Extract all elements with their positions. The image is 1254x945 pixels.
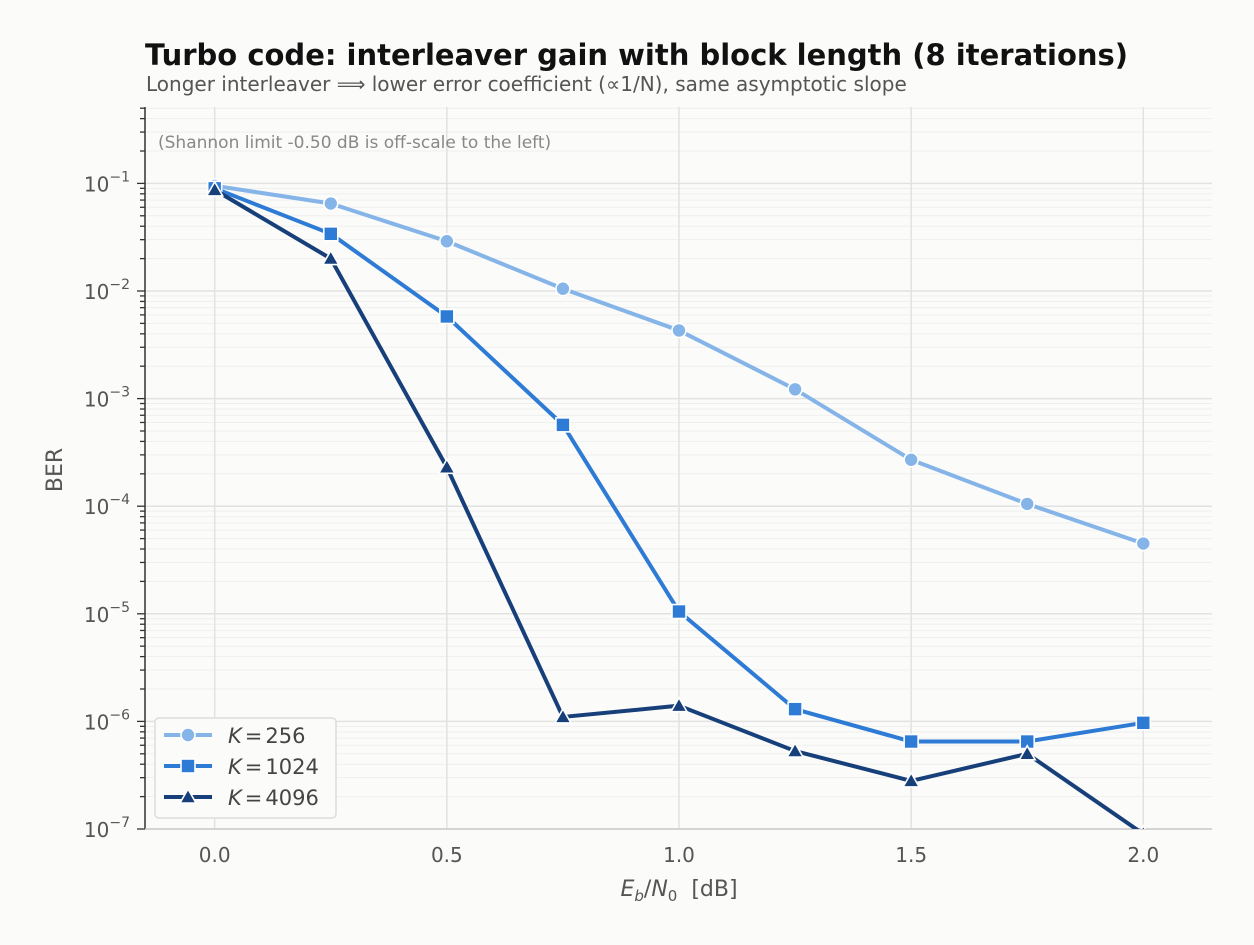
legend-item: K = 1024 [164, 755, 319, 779]
legend-item: K = 4096 [164, 786, 319, 810]
data-point-circle [555, 280, 571, 297]
chart-subtitle: Longer interleaver ⟹ lower error coeffic… [146, 72, 907, 96]
series-4096 [205, 180, 1146, 829]
data-point-square [322, 226, 339, 242]
chart-title: Turbo code: interleaver gain with block … [145, 38, 1128, 72]
data-point-square [787, 701, 803, 717]
y-tick-label: 10−5 [84, 600, 130, 627]
data-point-circle [671, 322, 687, 339]
data-point-triangle [785, 741, 805, 758]
plot-frame [144, 107, 1212, 830]
y-axis-ticks: 10−1 10−2 10−3 10−4 10−5 10−6 10−7 [84, 107, 145, 842]
data-point-square [180, 758, 196, 774]
y-tick-label: 10−1 [84, 169, 130, 196]
data-point-triangle [437, 457, 457, 475]
data-point-triangle [1140, 824, 1146, 829]
y-tick-label: 10−4 [84, 492, 130, 519]
y-tick-label: 10−3 [84, 385, 130, 412]
data-point-circle [1135, 535, 1152, 552]
legend-item: K = 256 [164, 724, 305, 748]
data-point-square [903, 733, 919, 750]
x-tick-label: 0.5 [431, 843, 463, 867]
data-point-circle [180, 727, 196, 743]
data-point-triangle [1017, 744, 1037, 761]
legend-label: K = 4096 [228, 786, 319, 810]
x-tick-label: 1.0 [663, 843, 695, 867]
data-point-square [555, 417, 571, 433]
legend-label: K = 256 [228, 724, 305, 748]
data-point-circle [322, 195, 339, 212]
data-point-circle [903, 451, 919, 468]
x-tick-label: 0.0 [199, 843, 231, 867]
data-point-square [671, 603, 687, 620]
shannon-limit-annotation: (Shannon limit -0.50 dB is off-scale to … [158, 133, 551, 153]
data-point-triangle [178, 787, 198, 804]
data-point-square [1135, 715, 1152, 731]
y-tick-label: 10−7 [84, 815, 130, 842]
data-point-triangle [205, 180, 225, 197]
y-tick-label: 10−6 [84, 707, 130, 734]
data-point-square [439, 308, 455, 325]
x-axis-ticks: 0.0 0.5 1.0 1.5 2.0 [199, 843, 1159, 867]
x-tick-label: 2.0 [1127, 843, 1159, 867]
data-point-circle [1019, 496, 1036, 512]
y-axis-label: BER [43, 448, 68, 492]
x-tick-label: 1.5 [895, 843, 927, 867]
legend: K = 256 K = 1024 K = 4096 [154, 717, 337, 819]
x-axis-label: Eb/N0 [dB] [620, 877, 737, 905]
data-point-triangle [553, 707, 573, 724]
data-point-triangle [669, 696, 689, 713]
y-tick-label: 10−2 [84, 277, 130, 304]
series-layer [205, 177, 1152, 829]
series-256 [206, 177, 1152, 552]
data-point-circle [439, 233, 455, 250]
legend-label: K = 1024 [228, 755, 319, 779]
legend-box [154, 717, 337, 819]
data-point-triangle [321, 248, 341, 266]
data-point-circle [787, 381, 803, 398]
data-point-triangle [901, 771, 921, 788]
